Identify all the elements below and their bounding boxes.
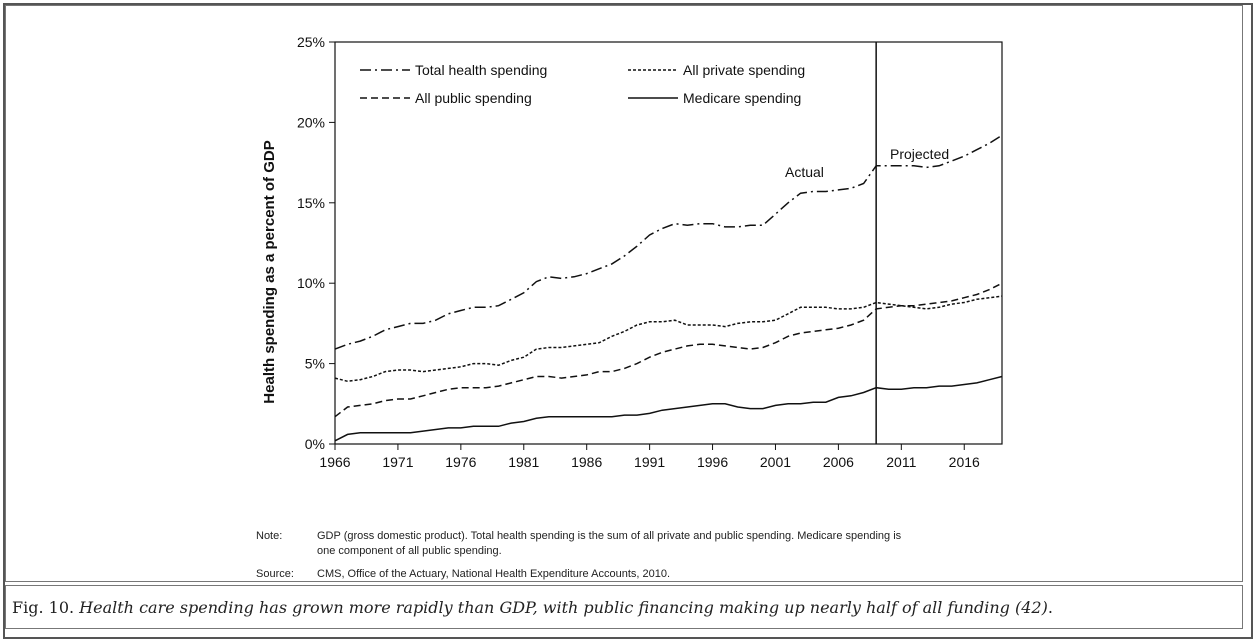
all-public-spending-line — [334, 282, 1003, 418]
x-tick-label: 1966 — [319, 454, 350, 470]
note-text-line-2: one component of all public spending. — [317, 545, 502, 557]
chart-axes: 0% 5% 10% 15% 20% 25% 1966 1971 1976 1981 1986 1991… — [297, 34, 1003, 470]
caption-text: Health care spending has grown more rapi… — [79, 598, 1048, 617]
y-tick-label: 15% — [297, 195, 325, 211]
figure-panel — [5, 5, 1243, 582]
y-tick-label: 20% — [297, 114, 325, 130]
x-tick-label: 2001 — [760, 454, 791, 470]
chart-series-lines — [334, 134, 1003, 442]
caption-end: . — [1047, 598, 1053, 617]
y-tick-label: 0% — [305, 436, 325, 452]
y-tick-label: 10% — [297, 275, 325, 291]
y-tick-label: 25% — [297, 34, 325, 50]
actual-annotation: Actual — [785, 164, 824, 180]
figure-caption: Fig. 10. Health care spending has grown … — [5, 585, 1243, 629]
y-tick-label: 5% — [305, 356, 325, 372]
x-tick-label: 2011 — [886, 454, 916, 470]
x-tick-label: 1996 — [697, 454, 728, 470]
figure-frame — [3, 3, 1253, 639]
x-tick-label: 1971 — [382, 454, 413, 470]
total-health-spending-line — [334, 134, 1003, 350]
x-tick-label: 2006 — [823, 454, 854, 470]
x-tick-label: 1976 — [445, 454, 476, 470]
x-tick-label: 1981 — [508, 454, 539, 470]
legend-label-medicare-spending: Medicare spending — [683, 90, 801, 106]
note-text-line-1: GDP (gross domestic product). Total heal… — [317, 530, 902, 542]
caption-label: Fig. 10. — [12, 598, 75, 617]
source-text: CMS, Office of the Actuary, National Hea… — [317, 568, 671, 580]
note-label: Note: — [256, 530, 283, 542]
x-tick-label: 1991 — [634, 454, 665, 470]
chart-legend: Total health spending All private spendin… — [360, 62, 805, 106]
medicare-spending-line — [334, 375, 1003, 442]
x-tick-label: 2016 — [949, 454, 980, 470]
legend-label-total-health-spending: Total health spending — [415, 62, 547, 78]
x-tick-label: 1986 — [571, 454, 602, 470]
all-private-spending-line — [334, 295, 1003, 383]
plot-area-frame — [334, 41, 1003, 445]
source-label: Source: — [256, 568, 294, 580]
y-axis-label: Health spending as a percent of GDP — [261, 140, 278, 403]
projected-annotation: Projected — [890, 146, 949, 162]
legend-label-all-private-spending: All private spending — [683, 62, 805, 78]
legend-label-all-public-spending: All public spending — [415, 90, 532, 106]
